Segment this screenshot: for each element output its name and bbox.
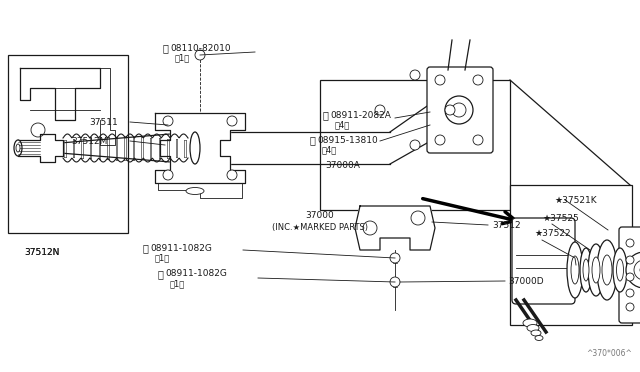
Text: （1）: （1） [175,54,190,62]
Text: (INC.★MARKED PARTS): (INC.★MARKED PARTS) [272,222,368,231]
Ellipse shape [523,319,537,327]
Ellipse shape [567,242,583,298]
Ellipse shape [16,144,20,152]
Text: ⓝ: ⓝ [142,243,148,253]
Circle shape [473,75,483,85]
Circle shape [410,140,420,150]
Ellipse shape [580,248,592,292]
Text: 37512N: 37512N [24,248,60,257]
Circle shape [411,211,425,225]
Circle shape [626,252,640,288]
Ellipse shape [592,257,600,283]
Circle shape [435,135,445,145]
Text: Ⓑ: Ⓑ [162,43,168,53]
Circle shape [445,105,455,115]
Text: 37512M: 37512M [72,137,108,145]
Ellipse shape [527,324,539,331]
Text: （1）: （1） [170,279,185,289]
FancyBboxPatch shape [619,227,640,323]
Text: （4）: （4） [335,121,350,129]
Text: ★37522: ★37522 [534,228,571,237]
Text: ^370*006^: ^370*006^ [586,349,632,358]
Text: 08110-82010: 08110-82010 [170,44,230,52]
Circle shape [227,116,237,126]
Circle shape [31,123,45,137]
Ellipse shape [602,255,612,285]
Text: 37000D: 37000D [508,276,543,285]
Circle shape [390,253,400,263]
Circle shape [390,277,400,287]
Circle shape [626,256,634,264]
Ellipse shape [571,256,579,284]
Text: （4）: （4） [322,145,337,154]
Circle shape [163,170,173,180]
Polygon shape [155,113,245,183]
Circle shape [452,103,466,117]
Polygon shape [18,134,63,162]
Text: （1）: （1） [155,253,170,263]
Polygon shape [158,183,242,198]
Circle shape [626,289,634,297]
Text: 08911-1082G: 08911-1082G [165,269,227,279]
Circle shape [473,135,483,145]
Circle shape [195,50,205,60]
Ellipse shape [14,140,22,156]
Text: 37512: 37512 [492,221,520,230]
Ellipse shape [613,248,627,292]
Ellipse shape [186,187,204,195]
Circle shape [375,105,385,115]
Text: 37000A: 37000A [325,160,360,170]
Circle shape [163,116,173,126]
Bar [8,55,128,233]
Circle shape [634,260,640,280]
Circle shape [626,273,634,281]
Polygon shape [355,206,435,250]
Bar [510,185,632,325]
Ellipse shape [190,132,200,164]
Text: 08911-2082A: 08911-2082A [330,110,391,119]
Circle shape [445,96,473,124]
Text: Ⓦ: Ⓦ [309,135,315,145]
Ellipse shape [583,259,589,281]
Ellipse shape [531,330,541,336]
Ellipse shape [588,244,604,296]
Text: ⓝ: ⓝ [322,110,328,120]
Circle shape [410,70,420,80]
Text: ⓝ: ⓝ [157,269,163,279]
Text: 08915-13810: 08915-13810 [317,135,378,144]
FancyBboxPatch shape [427,67,493,153]
Text: 37511: 37511 [89,118,118,126]
Circle shape [227,170,237,180]
Text: 37000: 37000 [306,211,334,219]
Circle shape [435,75,445,85]
FancyBboxPatch shape [512,218,575,304]
Text: ★37521K: ★37521K [554,196,596,205]
Circle shape [626,239,634,247]
Ellipse shape [535,336,543,340]
Ellipse shape [597,240,617,300]
Text: ★37525: ★37525 [542,214,579,222]
Text: 08911-1082G: 08911-1082G [150,244,212,253]
Bar [320,80,510,210]
Circle shape [626,303,634,311]
Ellipse shape [616,259,623,281]
Circle shape [363,221,377,235]
Text: 37512N: 37512N [24,248,60,257]
